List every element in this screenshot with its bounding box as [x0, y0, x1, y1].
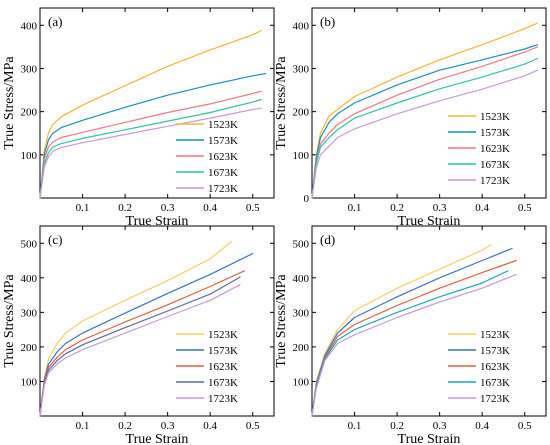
x-axis-label: True Strain [126, 432, 189, 445]
panel-label: (c) [48, 232, 62, 247]
y-tick-label: 100 [21, 150, 38, 162]
legend-label: 1723K [480, 175, 510, 187]
y-tick-label: 200 [293, 342, 310, 354]
y-axis-label: True Stress/MPa [2, 56, 17, 150]
series-line-1673K [39, 276, 241, 417]
series-line-1673K [39, 98, 262, 199]
x-tick-label: 0.5 [246, 420, 260, 432]
x-tick-label: 0.3 [161, 420, 175, 432]
x-axis-label: True Strain [126, 214, 189, 229]
legend-label: 1623K [208, 361, 238, 373]
x-tick-label: 0.4 [475, 420, 489, 432]
series-line-1573K [39, 253, 254, 417]
legend-label: 1573K [480, 127, 510, 139]
series-line-1523K [39, 240, 233, 417]
y-tick-label: 200 [21, 107, 38, 119]
y-tick-label: 400 [293, 20, 310, 32]
series-line-1573K [311, 44, 539, 199]
legend-label: 1673K [208, 377, 238, 389]
legend-label: 1723K [208, 393, 238, 405]
y-tick-label: 0 [304, 193, 310, 205]
legend-label: 1523K [208, 329, 238, 341]
series-line-1623K [311, 46, 539, 199]
y-axis-label: True Stress/MPa [2, 274, 17, 368]
y-tick-label: 200 [21, 342, 38, 354]
series-line-1723K [311, 273, 517, 417]
series-line-1723K [39, 284, 241, 417]
x-tick-label: 0.2 [118, 202, 132, 214]
plot-frame [311, 7, 547, 199]
x-axis-label: True Strain [398, 432, 461, 445]
y-tick-label: 400 [21, 273, 38, 285]
panel-b: 0.1 0.2 0.3 0.4 0.5 0 100 200 300 400 True Strain T… [274, 7, 547, 229]
series-line-1673K [311, 57, 539, 199]
series-line-1673K [311, 270, 509, 417]
y-axis-label: True Stress/MPa [274, 56, 289, 150]
legend-label: 1623K [480, 143, 510, 155]
legend-label: 1523K [480, 111, 510, 123]
series-line-1723K [311, 69, 539, 199]
legend-label: 1523K [208, 119, 238, 131]
x-tick-label: 0.3 [161, 202, 175, 214]
y-tick-label: 100 [293, 376, 310, 388]
series-line-1573K [39, 73, 267, 199]
y-tick-label: 500 [293, 238, 310, 250]
series-line-1623K [39, 270, 245, 417]
y-tick-label: 300 [21, 63, 38, 75]
y-tick-label: 100 [293, 150, 310, 162]
legend-label: 1573K [480, 345, 510, 357]
x-tick-label: 0.1 [348, 420, 362, 432]
x-tick-label: 0.5 [518, 420, 532, 432]
series-line-1623K [39, 90, 262, 199]
y-tick-label: 400 [293, 273, 310, 285]
legend-label: 1573K [208, 345, 238, 357]
y-tick-label: 300 [293, 307, 310, 319]
legend-label: 1673K [208, 167, 238, 179]
panel-label: (b) [320, 14, 335, 29]
y-tick-label: 100 [21, 376, 38, 388]
plot-frame [39, 225, 275, 417]
y-tick-label: 400 [21, 20, 38, 32]
x-tick-label: 0.4 [203, 420, 217, 432]
series-line-1723K [39, 107, 262, 199]
x-tick-label: 0.1 [76, 202, 90, 214]
legend-label: 1623K [208, 151, 238, 163]
legend-label: 1673K [480, 159, 510, 171]
x-tick-label: 0.2 [118, 420, 132, 432]
legend-label: 1573K [208, 135, 238, 147]
x-tick-label: 0.1 [348, 202, 362, 214]
panel-d: 0.1 0.2 0.3 0.4 0.5 100 200 300 400 500 True Strai… [274, 225, 547, 445]
legend-label: 1723K [480, 393, 510, 405]
x-tick-label: 0.1 [76, 420, 90, 432]
y-axis-label: True Stress/MPa [274, 274, 289, 368]
panel-a: 0.1 0.2 0.3 0.4 0.5 100 200 300 400 True Strain Tr… [2, 7, 275, 229]
panel-c: 0.1 0.2 0.3 0.4 0.5 100 200 300 400 500 True Strai… [2, 225, 275, 445]
legend-label: 1723K [208, 183, 238, 195]
plot-frame [311, 225, 547, 417]
x-tick-label: 0.5 [246, 202, 260, 214]
plot-frame [39, 7, 275, 199]
x-tick-label: 0.2 [390, 420, 404, 432]
x-tick-label: 0.4 [475, 202, 489, 214]
y-tick-label: 300 [293, 63, 310, 75]
x-axis-label: True Strain [398, 214, 461, 229]
panel-label: (d) [320, 232, 335, 247]
y-tick-label: 300 [21, 307, 38, 319]
series-line-1523K [39, 29, 262, 199]
x-tick-label: 0.2 [390, 202, 404, 214]
series-line-1523K [311, 244, 492, 417]
legend-label: 1673K [480, 377, 510, 389]
panel-label: (a) [48, 14, 62, 29]
legend-label: 1623K [480, 361, 510, 373]
y-tick-label: 500 [21, 238, 38, 250]
legend-label: 1523K [480, 329, 510, 341]
x-tick-label: 0.3 [433, 420, 447, 432]
x-tick-label: 0.4 [203, 202, 217, 214]
y-tick-label: 200 [293, 107, 310, 119]
x-tick-label: 0.5 [518, 202, 532, 214]
series-line-1523K [311, 22, 539, 199]
x-tick-label: 0.3 [433, 202, 447, 214]
